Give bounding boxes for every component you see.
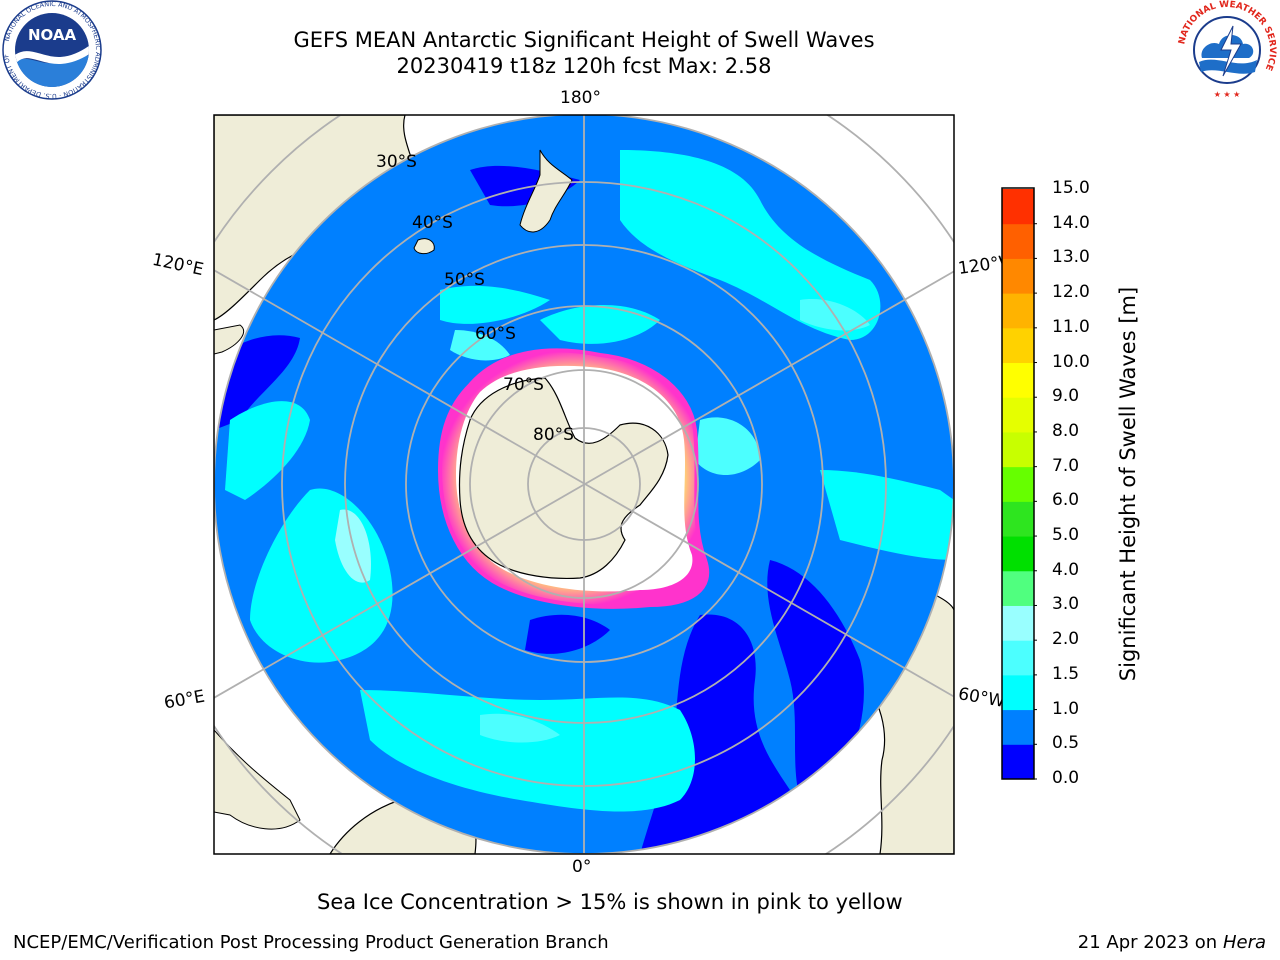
lon-label-180: 180°: [560, 88, 601, 108]
colorbar-tick-label: 1.0: [1052, 698, 1080, 719]
colorbar-swatch: [1002, 744, 1034, 780]
colorbar-swatch: [1002, 362, 1034, 398]
lat-label-80s: 80°S: [533, 425, 574, 445]
colorbar-swatch: [1002, 293, 1034, 329]
colorbar-swatch: [1002, 189, 1034, 225]
lat-label-60s: 60°S: [475, 324, 516, 344]
footer-date-text: 21 Apr 2023 on: [1077, 932, 1223, 953]
lat-label-70s: 70°S: [503, 375, 544, 395]
lat-label-50s: 50°S: [444, 270, 485, 290]
colorbar-swatch: [1002, 536, 1034, 572]
colorbar-tick-label: 8.0: [1052, 420, 1080, 441]
title-line-1: GEFS MEAN Antarctic Significant Height o…: [293, 28, 875, 52]
colorbar-tick-label: 0.5: [1052, 733, 1080, 754]
colorbar-tick-label: 13.0: [1052, 247, 1090, 268]
lat-label-30s: 30°S: [376, 152, 417, 172]
colorbar-swatch: [1002, 709, 1034, 745]
lat-label-40s: 40°S: [412, 213, 453, 233]
noaa-logo: NATIONAL OCEANIC AND ATMOSPHERIC ADMINIS…: [2, 0, 102, 100]
footer-host: Hera: [1222, 932, 1266, 953]
colorbar-tick-label: 3.0: [1052, 594, 1080, 615]
colorbar-tick-label: 0.0: [1052, 768, 1080, 788]
colorbar-tick-label: 14.0: [1052, 212, 1090, 233]
colorbar-tick-label: 6.0: [1052, 490, 1080, 511]
svg-text:★ ★ ★: ★ ★ ★: [1214, 90, 1241, 99]
colorbar-tick-label: 9.0: [1052, 386, 1080, 407]
colorbar: [1001, 187, 1037, 780]
colorbar-tick-label: 4.0: [1052, 559, 1080, 580]
title-line-2: 20230419 t18z 120h fcst Max: 2.58: [396, 54, 772, 78]
sea-ice-note: Sea Ice Concentration > 15% is shown in …: [317, 890, 903, 914]
colorbar-swatch: [1002, 327, 1034, 364]
colorbar-swatch: [1002, 466, 1034, 502]
footer-date: 21 Apr 2023 on Hera: [1078, 932, 1266, 953]
colorbar-tick-label: 1.5: [1052, 663, 1080, 684]
svg-text:NOAA: NOAA: [28, 26, 77, 44]
colorbar-swatch: [1002, 605, 1034, 641]
colorbar-swatch: [1002, 258, 1034, 294]
colorbar-tick-label: 5.0: [1052, 525, 1080, 546]
colorbar-tick-label: 7.0: [1052, 455, 1080, 476]
colorbar-swatch: [1002, 674, 1034, 711]
nws-logo: NATIONAL WEATHER SERVICE ★ ★ ★: [1177, 0, 1277, 99]
colorbar-tick-label: 10.0: [1052, 351, 1090, 372]
footer-credit: NCEP/EMC/Verification Post Processing Pr…: [13, 932, 609, 953]
colorbar-swatch: [1002, 640, 1034, 676]
map-frame: [213, 114, 955, 855]
colorbar-swatch: [1002, 397, 1034, 433]
colorbar-swatch: [1002, 501, 1034, 537]
colorbar-swatch: [1002, 570, 1034, 606]
colorbar-tick-label: 2.0: [1052, 629, 1080, 650]
colorbar-tick-label: 15.0: [1052, 178, 1090, 198]
colorbar-swatch: [1002, 431, 1034, 468]
colorbar-title: Significant Height of Swell Waves [m]: [1116, 286, 1140, 682]
lon-label-0: 0°: [572, 857, 592, 877]
colorbar-tick-label: 12.0: [1052, 282, 1090, 303]
colorbar-swatch: [1002, 223, 1034, 259]
colorbar-tick-label: 11.0: [1052, 316, 1090, 337]
